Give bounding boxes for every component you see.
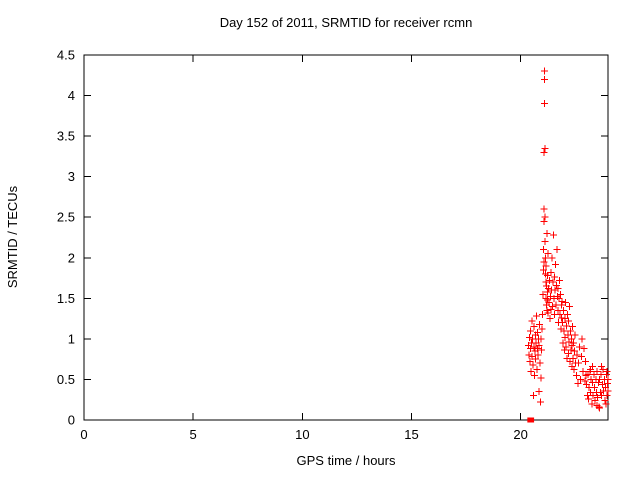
x-tick-label: 15 [404, 427, 418, 442]
y-tick-label: 0 [68, 413, 75, 428]
plot-border [83, 54, 609, 421]
y-tick-label: 3 [68, 169, 75, 184]
data-point-markers [525, 67, 612, 412]
y-tick-label: 2 [68, 250, 75, 265]
x-axis-label: GPS time / hours [297, 453, 396, 468]
x-tick-label: 5 [190, 427, 197, 442]
y-tick-label: 1.5 [57, 291, 75, 306]
x-tick-label: 0 [80, 427, 87, 442]
y-tick-label: 0.5 [57, 372, 75, 387]
axis-ticks: 0 5 10 15 20 0 0.5 1 1.5 2 2.5 3 3.5 4 4.5 [57, 48, 608, 442]
y-tick-label: 3.5 [57, 129, 75, 144]
y-tick-label: 1 [68, 331, 75, 346]
zero-marker [529, 417, 535, 423]
x-tick-label: 10 [295, 427, 309, 442]
y-tick-label: 2.5 [57, 210, 75, 225]
scatter-points [525, 67, 612, 423]
chart-title: Day 152 of 2011, SRMTID for receiver rcm… [220, 15, 473, 30]
y-tick-label: 4 [68, 88, 75, 103]
x-tick-label: 20 [513, 427, 527, 442]
y-axis-label: SRMTID / TECUs [5, 185, 20, 288]
y-tick-label: 4.5 [57, 48, 75, 63]
